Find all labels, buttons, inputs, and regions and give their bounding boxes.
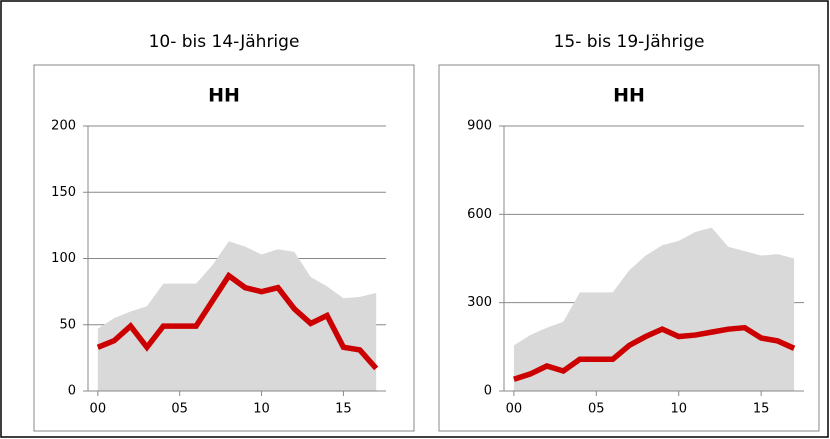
y-tick-label: 50 bbox=[59, 317, 76, 332]
y-tick-label: 300 bbox=[467, 295, 492, 310]
area bbox=[97, 241, 377, 391]
chart-title: HH bbox=[208, 85, 240, 107]
panel-caption: 15- bis 19-Jährige bbox=[554, 32, 705, 52]
y-tick-label: 0 bbox=[68, 384, 76, 399]
y-tick-label: 100 bbox=[51, 251, 76, 266]
x-tick-label: 00 bbox=[90, 402, 107, 417]
x-tick-label: 05 bbox=[588, 402, 605, 417]
x-tick-label: 15 bbox=[753, 402, 770, 417]
y-tick-label: 150 bbox=[51, 185, 76, 200]
x-tick-label: 05 bbox=[171, 402, 188, 417]
line bbox=[96, 271, 379, 371]
y-tick-label: 200 bbox=[51, 119, 76, 134]
x-tick-label: 15 bbox=[335, 402, 352, 417]
chart-title: HH bbox=[613, 85, 645, 107]
x-tick-label: 10 bbox=[253, 402, 270, 417]
y-tick-label: 900 bbox=[467, 119, 492, 134]
x-tick-label: 10 bbox=[670, 402, 687, 417]
y-tick-label: 600 bbox=[467, 207, 492, 222]
line bbox=[513, 324, 796, 382]
panel-caption: 10- bis 14-Jährige bbox=[149, 32, 300, 52]
y-tick-label: 0 bbox=[484, 384, 492, 399]
area bbox=[513, 227, 795, 391]
x-tick-label: 00 bbox=[506, 402, 523, 417]
